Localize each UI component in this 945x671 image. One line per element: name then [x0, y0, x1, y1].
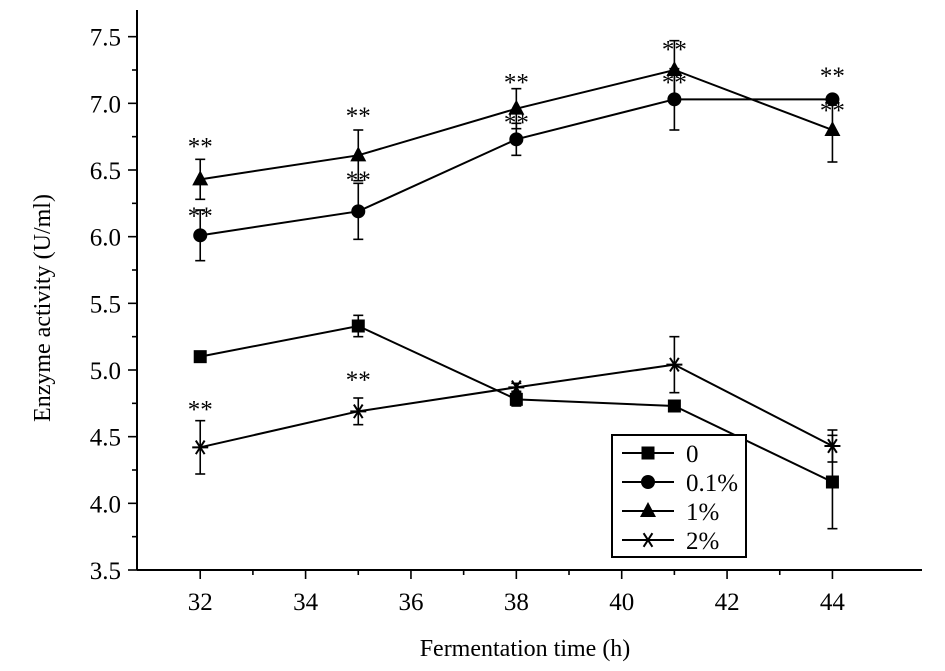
x-axis-ticks: 32 34 36 38 40 42 44 — [188, 570, 846, 616]
y-tick-label: 4.5 — [90, 425, 121, 452]
legend-marker — [641, 446, 655, 460]
legend-label: 0.1% — [686, 470, 738, 497]
data-point — [508, 379, 525, 395]
data-point — [667, 399, 681, 413]
significance-label: ** — [820, 98, 845, 125]
significance-label: ** — [820, 63, 845, 90]
legend-label: 2% — [686, 528, 719, 555]
significance-label: ** — [662, 36, 687, 63]
data-point — [193, 350, 207, 364]
series-layer — [192, 39, 841, 530]
y-tick-label: 4.0 — [90, 491, 121, 518]
data-point — [508, 99, 525, 115]
data-point — [509, 132, 524, 147]
significance-label: ** — [504, 110, 529, 137]
data-point — [825, 475, 839, 489]
x-axis-label: Fermentation time (h) — [420, 636, 631, 662]
y-axis-ticks: 3.5 4.0 4.5 5.0 5.5 6.0 6.5 7.0 7.5 — [90, 25, 137, 585]
significance-label: ** — [346, 367, 371, 394]
legend: 00.1%1%2% — [611, 434, 747, 558]
legend-label: 0 — [686, 441, 699, 468]
significance-label: ** — [188, 396, 213, 423]
significance-label: ** — [504, 70, 529, 97]
asterisk-stroke — [511, 379, 522, 395]
data-point — [824, 121, 841, 136]
legend-marker — [641, 475, 655, 489]
x-tick-label: 32 — [188, 589, 213, 616]
asterisk-stroke — [669, 357, 680, 373]
data-point — [666, 357, 683, 373]
data-point — [666, 61, 683, 76]
data-point — [350, 146, 367, 162]
axes — [136, 10, 922, 571]
y-axis-label: Enzyme activity (U/ml) — [30, 194, 56, 422]
series-asterisk — [192, 335, 841, 475]
x-tick-label: 42 — [715, 589, 740, 616]
significance-label: ** — [346, 167, 371, 194]
significance-label: ** — [188, 203, 213, 230]
significance-annotations: ** ** ** ** ** ** ** ** ** ** ** ** — [188, 36, 845, 423]
data-point — [192, 439, 209, 455]
asterisk-stroke — [642, 532, 654, 548]
series-square — [193, 314, 839, 530]
asterisk-stroke — [353, 403, 364, 419]
y-tick-label: 6.5 — [90, 158, 121, 185]
data-point — [351, 204, 366, 219]
data-point — [824, 438, 841, 454]
y-tick-label: 3.5 — [90, 558, 121, 585]
data-point — [509, 392, 523, 406]
y-tick-label: 5.5 — [90, 291, 121, 318]
x-tick-label: 34 — [293, 589, 319, 616]
x-tick-label: 44 — [820, 589, 846, 616]
series-triangle — [192, 39, 841, 201]
legend-marker — [640, 532, 656, 548]
y-tick-label: 6.0 — [90, 225, 121, 252]
x-tick-label: 40 — [609, 589, 634, 616]
asterisk-stroke — [194, 439, 206, 455]
y-tick-label: 7.0 — [90, 91, 121, 118]
x-tick-label: 36 — [398, 589, 423, 616]
y-tick-label: 5.0 — [90, 358, 121, 385]
asterisk-stroke — [827, 438, 838, 454]
y-tick-label: 7.5 — [90, 25, 121, 52]
data-point — [193, 228, 208, 243]
significance-label: ** — [662, 70, 687, 97]
legend-box — [611, 434, 747, 558]
x-tick-label: 38 — [504, 589, 529, 616]
legend-label: 1% — [686, 499, 719, 526]
data-point — [350, 403, 367, 419]
legend-marker — [640, 502, 656, 517]
significance-label: ** — [188, 134, 213, 161]
data-point — [192, 170, 209, 186]
significance-label: ** — [346, 103, 371, 130]
data-point — [351, 319, 365, 333]
